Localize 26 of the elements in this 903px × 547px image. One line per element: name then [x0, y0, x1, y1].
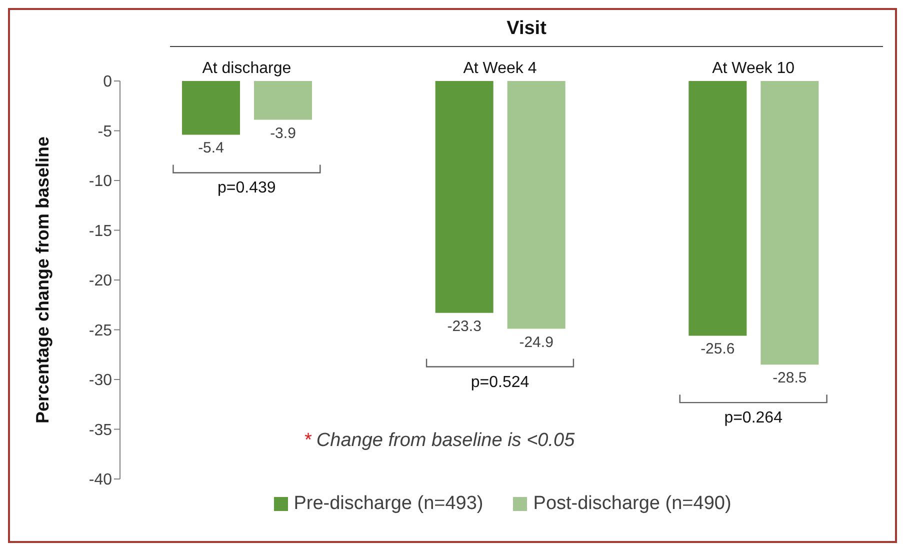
data-label: -25.6 [700, 340, 735, 358]
annotation: * Change from baseline is <0.05 [304, 430, 576, 452]
y-tick-label: -15 [88, 222, 112, 240]
chart-title: Visit [170, 18, 883, 47]
y-tick-label: -20 [88, 272, 112, 290]
data-label: -24.9 [519, 334, 554, 351]
annotation: p=0.524 [470, 374, 530, 391]
data-label: -28.5 [772, 370, 807, 387]
y-tick-label: -30 [88, 372, 112, 390]
y-axis-title: Percentage change from baseline [32, 136, 52, 424]
annotation: p=0.439 [218, 180, 276, 197]
data-label: -3.9 [270, 124, 296, 142]
data-label: -5.4 [198, 140, 224, 157]
y-tick-label: -40 [88, 472, 112, 489]
y-tick-label: -5 [98, 123, 112, 140]
y-tick-label: -35 [88, 422, 112, 439]
y-tick-label: 0 [103, 74, 112, 91]
legend-label: Post-discharge (n=490) [533, 493, 732, 515]
data-label: -23.3 [447, 318, 482, 335]
y-tick-label: -25 [88, 322, 112, 340]
x-tick-label: At Week 4 [463, 60, 537, 77]
x-tick-label: At discharge [202, 60, 292, 77]
y-tick-label: -10 [88, 173, 112, 190]
x-tick-label: At Week 10 [712, 60, 795, 77]
legend-label: Pre-discharge (n=493) [294, 493, 484, 515]
annotation: p=0.264 [724, 410, 783, 427]
